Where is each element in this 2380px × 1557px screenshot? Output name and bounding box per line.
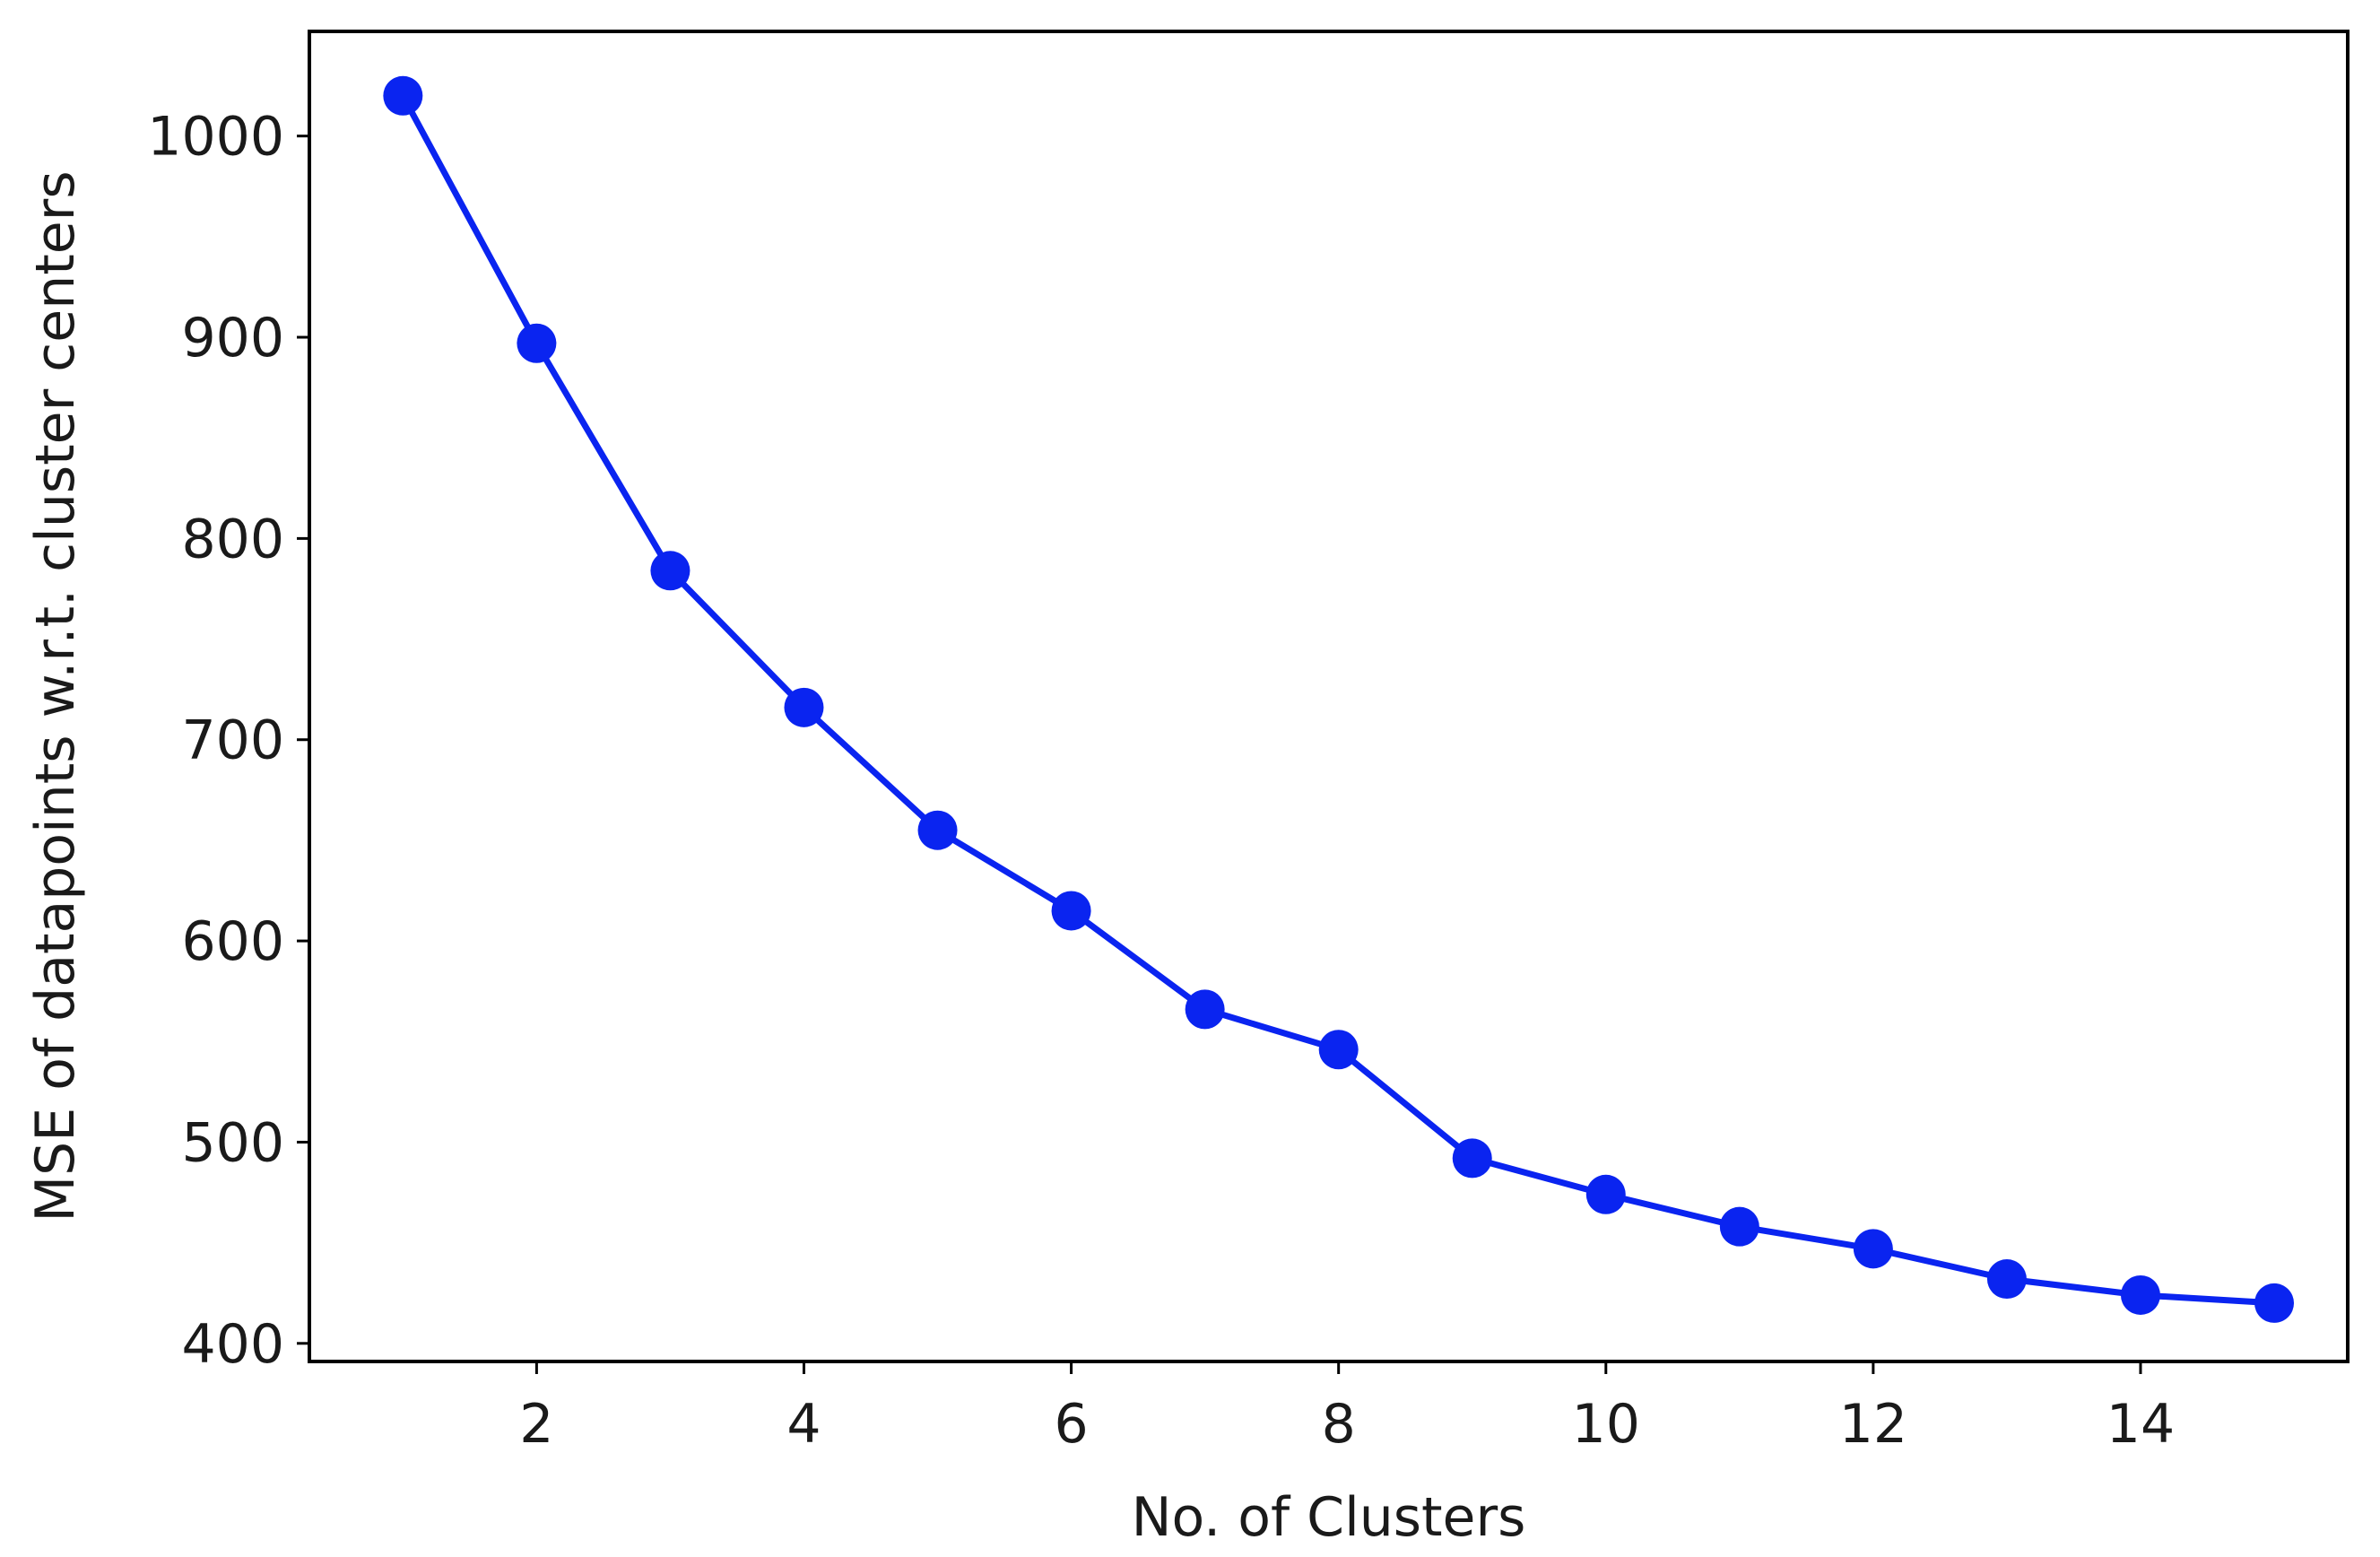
data-point bbox=[2120, 1274, 2160, 1315]
x-tick-label: 6 bbox=[1054, 1393, 1088, 1456]
data-point bbox=[517, 323, 557, 363]
y-axis-ticks: 400 500 600 700 800 900 1000 bbox=[147, 106, 309, 1376]
y-tick-label: 400 bbox=[181, 1313, 284, 1376]
data-point bbox=[917, 810, 958, 850]
x-tick-label: 8 bbox=[1322, 1393, 1356, 1456]
x-tick-label: 12 bbox=[1839, 1393, 1907, 1456]
series-line bbox=[399, 92, 2278, 1307]
x-tick-label: 14 bbox=[2106, 1393, 2175, 1456]
x-tick-label: 10 bbox=[1572, 1393, 1640, 1456]
data-point bbox=[1452, 1138, 1492, 1179]
data-point bbox=[1719, 1206, 1759, 1247]
y-tick-label: 600 bbox=[181, 910, 284, 973]
data-point bbox=[383, 75, 423, 116]
x-axis-title: No. of Clusters bbox=[1132, 1486, 1526, 1549]
data-point bbox=[1051, 891, 1091, 931]
x-tick-label: 2 bbox=[519, 1393, 553, 1456]
x-tick-label: 4 bbox=[786, 1393, 821, 1456]
data-point bbox=[1185, 989, 1225, 1030]
y-tick-label: 900 bbox=[181, 307, 284, 370]
y-tick-label: 1000 bbox=[147, 106, 284, 169]
y-tick-label: 800 bbox=[181, 508, 284, 570]
data-point bbox=[2254, 1283, 2295, 1323]
data-point bbox=[1986, 1259, 2027, 1300]
data-point bbox=[650, 551, 691, 591]
y-tick-label: 500 bbox=[181, 1111, 284, 1174]
data-point bbox=[1585, 1174, 1626, 1214]
data-point bbox=[1318, 1030, 1359, 1070]
plot-area-frame bbox=[308, 30, 2350, 1363]
series-layer bbox=[383, 75, 2295, 1323]
x-axis-ticks: 2 4 6 8 10 12 14 bbox=[519, 1361, 2175, 1456]
data-point bbox=[784, 687, 824, 727]
data-point bbox=[1853, 1229, 1893, 1269]
y-axis-title: MSE of datapoints w.r.t. cluster centers bbox=[24, 170, 87, 1222]
y-tick-label: 700 bbox=[181, 709, 284, 772]
